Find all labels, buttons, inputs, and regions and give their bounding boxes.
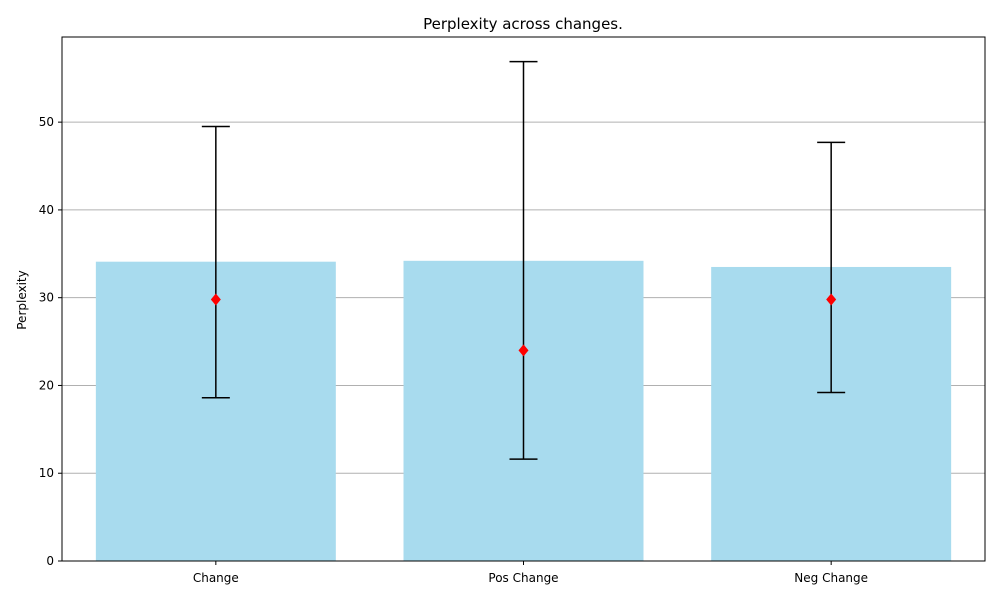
marker-diamond bbox=[826, 293, 837, 306]
y-tick-label: 20 bbox=[39, 378, 54, 392]
y-tick-label: 0 bbox=[46, 554, 54, 568]
y-tick-label: 30 bbox=[39, 291, 54, 305]
bars bbox=[95, 260, 952, 561]
error-bars bbox=[201, 60, 846, 460]
x-tick-label: Change bbox=[193, 571, 239, 585]
x-tick-label: Neg Change bbox=[794, 571, 868, 585]
y-tick-label: 10 bbox=[39, 466, 54, 480]
y-tick-label: 50 bbox=[39, 115, 54, 129]
marker-diamond bbox=[210, 293, 221, 306]
markers bbox=[210, 293, 837, 357]
x-tick-label: Pos Change bbox=[488, 571, 558, 585]
chart-title: Perplexity across changes. bbox=[423, 15, 623, 33]
y-tick-label: 40 bbox=[39, 203, 54, 217]
marker-diamond bbox=[518, 344, 529, 357]
y-ticks: 0 10 20 30 40 50 bbox=[39, 115, 62, 568]
x-ticks: Change Pos Change Neg Change bbox=[193, 561, 868, 585]
y-axis-label: Perplexity bbox=[15, 270, 29, 330]
